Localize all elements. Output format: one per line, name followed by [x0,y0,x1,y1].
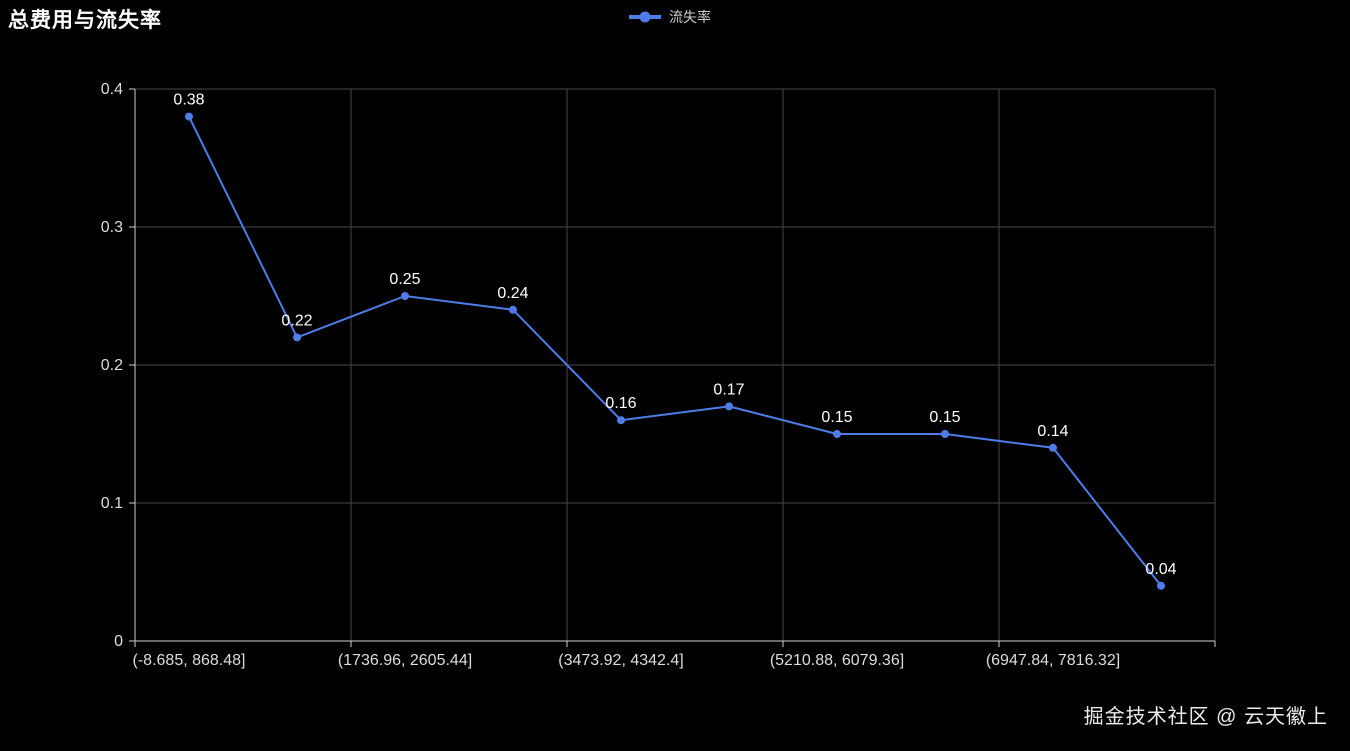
point-label: 0.24 [497,285,528,302]
point-label: 0.17 [713,381,744,398]
chart-title: 总费用与流失率 [8,9,162,32]
legend-item-churn-rate[interactable]: 流失率 [628,7,711,27]
x-axis-label: (-8.685, 868.48] [133,652,246,669]
data-point [833,430,841,438]
x-axis-label: (6947.84, 7816.32] [986,652,1120,669]
data-point [401,292,409,300]
y-axis-label: 0 [114,633,123,650]
series-line [188,116,1162,587]
point-label: 0.04 [1145,561,1176,578]
y-axis-label: 0.4 [101,81,123,98]
data-point [293,333,301,342]
y-axis-label: 0.2 [101,357,123,374]
x-axis-label: (1736.96, 2605.44] [338,652,472,669]
legend-label: 流失率 [669,9,711,25]
data-point [1157,581,1165,590]
y-axis-label: 0.3 [101,219,123,236]
data-point [617,416,625,425]
data-point [1049,443,1057,452]
y-axis-label: 0.1 [101,495,123,512]
point-label: 0.22 [281,312,312,329]
x-axis-label: (3473.92, 4342.4] [558,652,683,669]
data-point [725,402,733,411]
point-label: 0.15 [821,409,852,426]
watermark: 掘金技术社区 @ 云天徽上 [1083,706,1328,728]
data-point [509,305,517,314]
x-axis-label: (5210.88, 6079.36] [770,652,904,669]
point-label: 0.38 [173,92,204,109]
point-label: 0.25 [389,271,420,288]
data-point [941,430,949,438]
legend-line-icon [629,11,661,23]
point-label: 0.16 [605,395,636,412]
data-point [185,112,193,121]
point-label: 0.14 [1037,423,1068,440]
point-label: 0.15 [929,409,960,426]
